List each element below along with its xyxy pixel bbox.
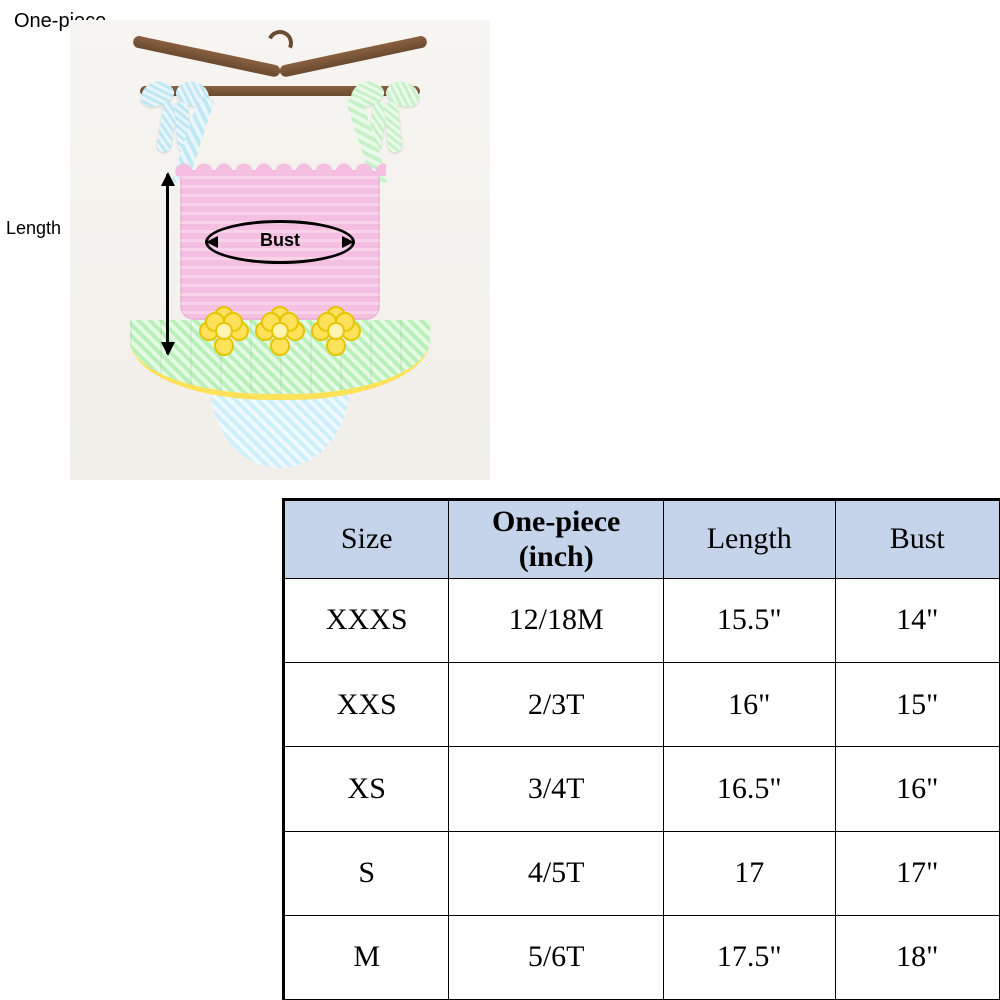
table-row: XXXS 12/18M 15.5" 14": [285, 579, 1000, 663]
product-stage: Bust: [70, 20, 490, 480]
cell-one-piece: 3/4T: [449, 747, 664, 831]
table-row: S 4/5T 17 17": [285, 831, 1000, 915]
table-row: XS 3/4T 16.5" 16": [285, 747, 1000, 831]
length-measure-label: Length: [6, 218, 61, 239]
cell-size: XXS: [285, 663, 449, 747]
cell-bust: 17": [835, 831, 999, 915]
cell-length: 17: [663, 831, 835, 915]
size-table-region: Size One-piece (inch) Length Bust XXXS 1…: [282, 498, 1000, 1000]
cell-bust: 14": [835, 579, 999, 663]
cell-bust: 16": [835, 747, 999, 831]
table-body: XXXS 12/18M 15.5" 14" XXS 2/3T 16" 15" X…: [285, 579, 1000, 1000]
cell-length: 16": [663, 663, 835, 747]
cell-size: XXXS: [285, 579, 449, 663]
table-row: XXS 2/3T 16" 15": [285, 663, 1000, 747]
cell-bust: 18": [835, 915, 999, 999]
cell-size: M: [285, 915, 449, 999]
cell-length: 17.5": [663, 915, 835, 999]
col-header-one-piece: One-piece (inch): [449, 501, 664, 579]
product-diagram: One-piece Length Bust: [0, 0, 500, 500]
cell-bust: 15": [835, 663, 999, 747]
col-header-bust: Bust: [835, 501, 999, 579]
cell-length: 15.5": [663, 579, 835, 663]
size-table: Size One-piece (inch) Length Bust XXXS 1…: [284, 500, 1000, 1000]
cell-one-piece: 4/5T: [449, 831, 664, 915]
cell-size: XS: [285, 747, 449, 831]
table-header-row: Size One-piece (inch) Length Bust: [285, 501, 1000, 579]
cell-one-piece: 5/6T: [449, 915, 664, 999]
cell-size: S: [285, 831, 449, 915]
table-row: M 5/6T 17.5" 18": [285, 915, 1000, 999]
cell-length: 16.5": [663, 747, 835, 831]
cell-one-piece: 12/18M: [449, 579, 664, 663]
flower-trim-icon: [201, 308, 359, 354]
col-header-length: Length: [663, 501, 835, 579]
cell-one-piece: 2/3T: [449, 663, 664, 747]
length-measure-arrow-icon: [166, 174, 169, 354]
col-header-size: Size: [285, 501, 449, 579]
bust-measure-label: Bust: [260, 230, 300, 251]
